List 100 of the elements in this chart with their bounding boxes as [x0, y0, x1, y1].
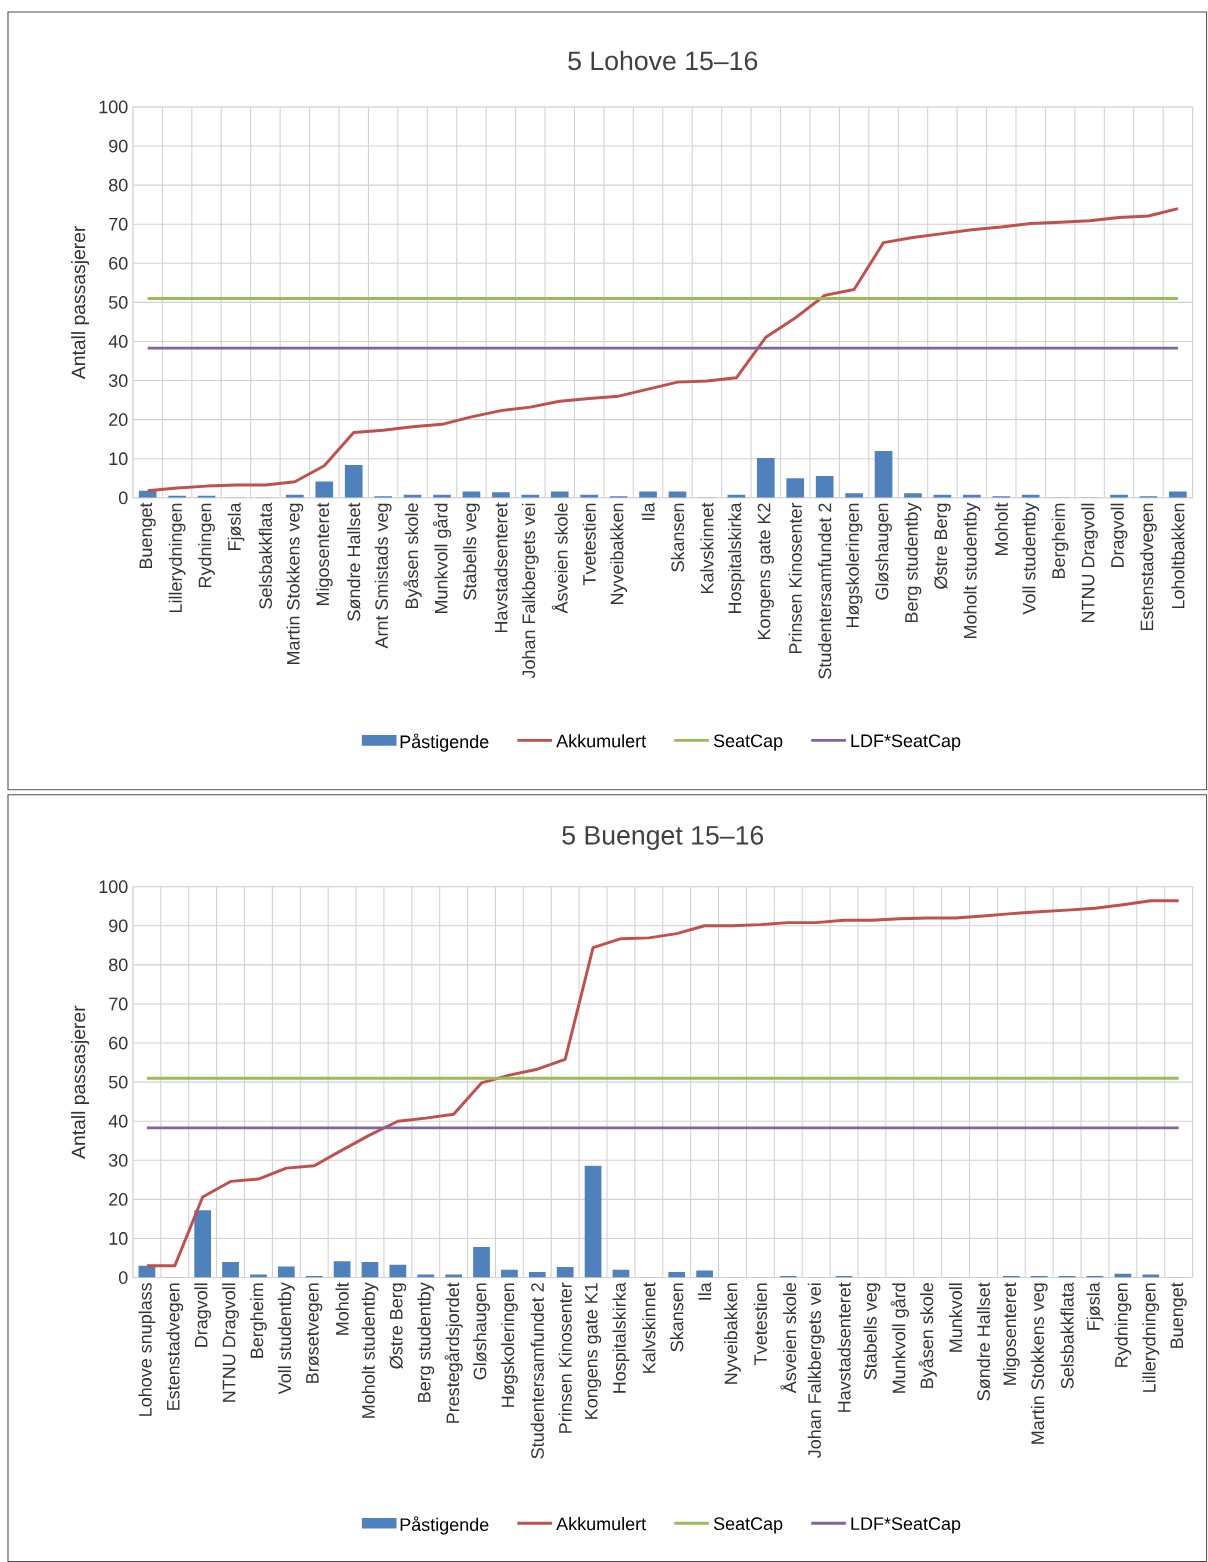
- bar: [361, 1261, 379, 1278]
- bar: [668, 1272, 686, 1278]
- x-tick-label: Moholt studentby: [963, 502, 981, 639]
- x-tick-label: Estenstadvegen: [1140, 503, 1158, 631]
- x-tick-label: Dragvoll: [1110, 503, 1128, 568]
- y-tick-label: 10: [109, 452, 128, 466]
- x-tick-label: Østre Berg: [389, 1283, 407, 1369]
- x-tick-label: Loholtbakken: [1171, 503, 1185, 609]
- x-tick-label: Lohove snuplass: [138, 1282, 156, 1416]
- x-tick-label: Munkvoll gård: [433, 503, 452, 614]
- y-tick-label: 90: [109, 139, 128, 153]
- line-series: [146, 207, 1180, 493]
- y-tick-label: 70: [109, 217, 128, 231]
- y-tick-label: 10: [109, 1232, 128, 1245]
- x-tick-label: Skansen: [670, 1283, 684, 1352]
- x-tick-label: Lillerydningen: [1142, 1283, 1160, 1392]
- legend-label: Akkumulert: [556, 1517, 647, 1531]
- bar: [501, 1269, 518, 1278]
- x-tick-label: NTNU Dragvoll: [1081, 503, 1099, 623]
- legend-label: Påstigende: [400, 1516, 489, 1535]
- y-tick-label: 40: [108, 1114, 128, 1128]
- x-tick-label: Søndre Hallset: [976, 1282, 991, 1401]
- x-tick-label: Østre Berg: [934, 503, 951, 589]
- bar: [529, 1272, 546, 1278]
- y-tick-label: 60: [109, 1036, 128, 1050]
- x-tick-label: Martin Stokkens veg: [286, 503, 304, 665]
- x-tick-label: Hospitalskirka: [728, 502, 745, 614]
- bar: [584, 1165, 602, 1278]
- x-tick-label: Voll studentby: [278, 1282, 295, 1395]
- line-series: [145, 899, 1181, 1268]
- bar: [417, 1274, 435, 1278]
- x-tick-label: Johan Falkbergets vei: [807, 1283, 825, 1459]
- bar: [874, 450, 893, 498]
- y-tick-label: 70: [109, 997, 128, 1011]
- x-tick-label: Munkvoll: [949, 1283, 963, 1352]
- bar: [473, 1247, 491, 1278]
- x-tick-label: Nyveibakken: [610, 503, 628, 605]
- x-tick-label: Buenget: [139, 502, 156, 569]
- x-tick-label: Voll studentby: [1022, 502, 1040, 615]
- x-tick-label: Studentersamfundet 2: [530, 1283, 545, 1459]
- y-tick-label: 80: [109, 178, 128, 192]
- y-tick-label: 50: [109, 1075, 128, 1089]
- x-tick-label: Åsveien skole: [780, 1283, 797, 1394]
- legend-label: Påstigende: [400, 733, 489, 752]
- y-tick-label: 40: [108, 335, 128, 348]
- y-tick-label: 20: [109, 1193, 128, 1206]
- y-tick-label: 80: [109, 958, 128, 972]
- x-tick-label: Migosenteret: [1003, 1282, 1020, 1385]
- x-tick-label: Fjøsla: [227, 502, 245, 551]
- x-tick-label: Moholt: [994, 502, 1009, 556]
- x-tick-label: Brøsetvegen: [306, 1283, 323, 1383]
- bar: [1142, 1274, 1160, 1278]
- y-tick-label: 20: [109, 413, 128, 426]
- x-tick-label: Prestegårdsjordet: [444, 1282, 463, 1423]
- x-tick-label: Havstadsenteret: [837, 1282, 851, 1412]
- x-tick-label: Nyveibakken: [724, 1283, 742, 1384]
- bar: [757, 457, 775, 498]
- x-tick-label: Munkvoll gård: [890, 1283, 910, 1393]
- bar: [250, 1274, 268, 1278]
- legend-label: Akkumulert: [556, 734, 647, 748]
- x-tick-label: Kongens gate K2: [757, 503, 775, 640]
- bar: [194, 1210, 212, 1278]
- x-tick-label: Åsveien skole: [552, 503, 568, 614]
- x-tick-label: Søndre Hallset: [347, 502, 361, 621]
- bar: [333, 1261, 351, 1278]
- x-tick-label: Høgskoleringen: [501, 1283, 519, 1407]
- x-tick-label: Hospitalskirka: [612, 1282, 630, 1393]
- legend-label: LDF*SeatCap: [851, 1517, 961, 1534]
- x-tick-label: Selsbakkflata: [259, 502, 273, 609]
- x-tick-label: Rydningen: [198, 503, 216, 588]
- x-tick-label: Dragvoll: [194, 1283, 212, 1347]
- y-tick-label: 0: [119, 1271, 128, 1284]
- x-tick-label: Havstadsenteret: [494, 502, 508, 633]
- x-tick-label: Tvetestien: [753, 1283, 768, 1365]
- bar: [278, 1266, 295, 1278]
- y-axis-title: Antall passasjerer: [71, 225, 90, 380]
- x-tick-label: Gløshaugen: [875, 503, 893, 600]
- y-axis-title: Antall passasjerer: [71, 1005, 90, 1159]
- x-tick-label: Stabells veg: [863, 1283, 881, 1380]
- y-tick-label: 30: [109, 374, 128, 387]
- x-tick-label: Skansen: [671, 503, 685, 572]
- bar: [345, 464, 363, 498]
- legend-label: SeatCap: [714, 734, 783, 751]
- x-tick-label: Martin Stokkens veg: [1031, 1283, 1048, 1444]
- x-tick-label: Studentersamfundet 2: [818, 503, 832, 679]
- x-tick-label: Byåsen skole: [403, 503, 422, 609]
- y-tick-label: 100: [99, 880, 128, 894]
- x-tick-label: NTNU Dragvoll: [222, 1283, 240, 1402]
- x-tick-label: Ila: [698, 1282, 712, 1300]
- x-tick-label: Berg studentby: [904, 502, 922, 623]
- x-tick-label: Arnt Smistads veg: [374, 503, 392, 649]
- bar: [445, 1274, 463, 1278]
- x-tick-label: Prinsen Kinosenter: [788, 502, 803, 654]
- bar: [557, 1267, 574, 1278]
- x-tick-label: Bergheim: [250, 1283, 268, 1358]
- x-tick-label: Kalvskinnet: [700, 502, 714, 594]
- chart-title: 5 Lohove 15–16: [568, 50, 758, 71]
- bar: [786, 478, 805, 498]
- chart-title: 5 Buenget 15–16: [562, 825, 764, 850]
- x-tick-label: Moholt: [335, 1282, 349, 1335]
